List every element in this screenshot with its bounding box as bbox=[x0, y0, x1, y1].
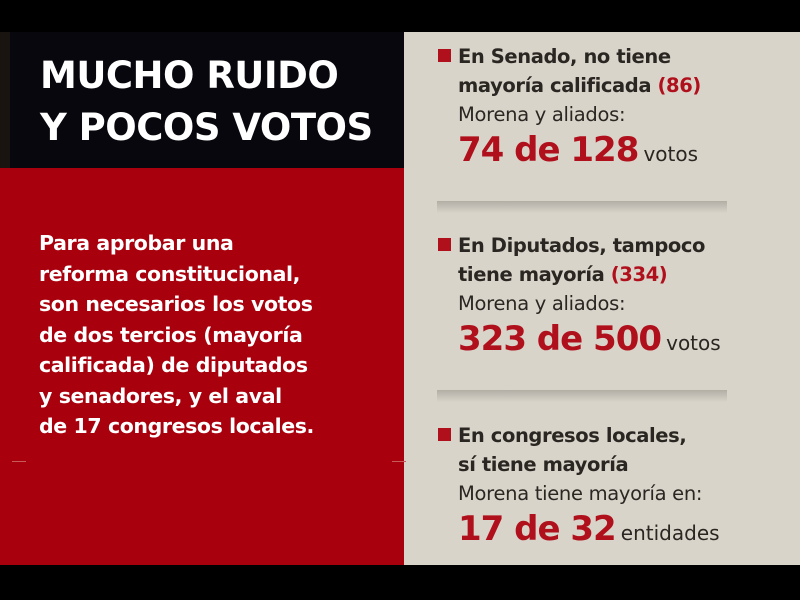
local-congress-fact: En congresos locales, sí tiene mayoría M… bbox=[438, 421, 720, 556]
intro-line: y senadores, y el aval bbox=[39, 383, 282, 408]
intro-panel bbox=[0, 168, 404, 565]
intro-text: Para aprobar una reforma constitucional,… bbox=[39, 228, 399, 442]
fact-figure: 17 de 32 bbox=[458, 509, 617, 549]
headline-line-2: Y POCOS VOTOS bbox=[40, 106, 373, 149]
fact-heading: tiene mayoría bbox=[458, 263, 605, 286]
crop-mark bbox=[12, 461, 26, 462]
facts-panel bbox=[404, 32, 800, 565]
fact-heading: En Senado, no tiene bbox=[458, 45, 671, 68]
threshold-value: (86) bbox=[657, 74, 702, 97]
intro-line: de dos tercios (mayoría bbox=[39, 322, 303, 347]
fact-unit: votos bbox=[643, 142, 699, 166]
senate-fact: En Senado, no tiene mayoría calificada (… bbox=[438, 42, 701, 177]
bullet-square-icon bbox=[438, 238, 451, 251]
header-panel bbox=[0, 32, 404, 168]
bullet-square-icon bbox=[438, 428, 451, 441]
fact-heading: mayoría calificada bbox=[458, 74, 652, 97]
fact-figure: 323 de 500 bbox=[458, 319, 662, 359]
fact-subtitle: Morena y aliados: bbox=[458, 292, 626, 315]
fact-unit: entidades bbox=[620, 521, 720, 545]
intro-line: son necesarios los votos bbox=[39, 292, 313, 316]
fact-heading: sí tiene mayoría bbox=[458, 453, 629, 476]
crop-mark bbox=[392, 461, 406, 462]
fact-unit: votos bbox=[666, 331, 721, 355]
fact-subtitle: Morena y aliados: bbox=[458, 103, 626, 126]
intro-line: reforma constitucional, bbox=[39, 261, 301, 286]
threshold-value: (334) bbox=[610, 263, 668, 286]
intro-line: de 17 congresos locales. bbox=[39, 414, 314, 438]
header-edge bbox=[0, 32, 10, 168]
fact-figure: 74 de 128 bbox=[458, 130, 639, 170]
headline-line-1: MUCHO RUIDO bbox=[40, 54, 339, 97]
deputies-fact: En Diputados, tampoco tiene mayoría (334… bbox=[438, 231, 721, 366]
fact-subtitle: Morena tiene mayoría en: bbox=[458, 482, 703, 505]
fact-heading: En congresos locales, bbox=[458, 424, 687, 447]
intro-line: calificada) de diputados bbox=[39, 353, 308, 377]
intro-line: Para aprobar una bbox=[39, 231, 234, 255]
headline: MUCHO RUIDO Y POCOS VOTOS bbox=[40, 50, 373, 154]
bullet-square-icon bbox=[438, 49, 451, 62]
fact-heading: En Diputados, tampoco bbox=[458, 234, 706, 257]
separator bbox=[437, 201, 727, 213]
separator bbox=[437, 390, 727, 402]
